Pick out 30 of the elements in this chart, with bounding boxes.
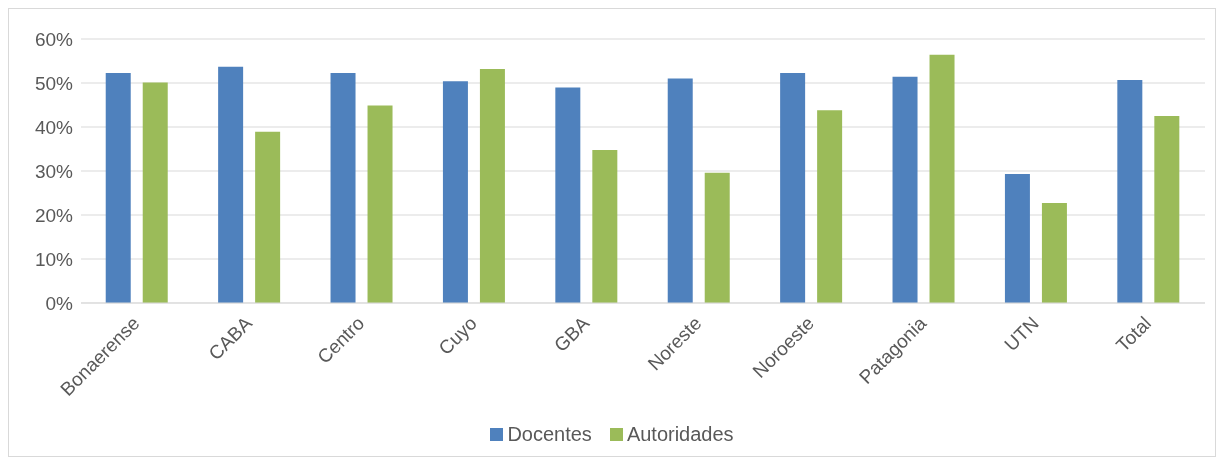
bar: [1041, 203, 1067, 303]
y-tick-label: 30%: [34, 160, 74, 182]
bar: [780, 72, 806, 303]
bar: [255, 131, 281, 303]
y-tick-label: 60%: [34, 28, 74, 50]
legend-label: Docentes: [506, 423, 592, 446]
bar: [442, 81, 468, 303]
bar: [330, 72, 356, 303]
bar: [1004, 174, 1030, 303]
bar: [704, 172, 730, 303]
x-tick-label: GBA: [549, 312, 594, 356]
bar: [817, 110, 843, 303]
bar: [1154, 116, 1180, 303]
bar: [555, 87, 581, 303]
y-tick-label: 20%: [34, 204, 74, 226]
y-tick-label: 40%: [34, 116, 74, 138]
bar: [367, 105, 393, 303]
bar: [479, 68, 505, 303]
bar: [105, 72, 131, 303]
bar: [218, 66, 244, 303]
bar: [142, 82, 168, 303]
legend-label: Autoridades: [625, 423, 734, 446]
bar: [667, 78, 693, 303]
bar: [929, 54, 955, 303]
y-tick-label: 10%: [34, 248, 74, 270]
bar: [592, 149, 618, 303]
bar: [1117, 79, 1143, 303]
y-tick-label: 0%: [45, 292, 74, 314]
bar: [892, 76, 918, 303]
y-tick-label: 50%: [34, 72, 74, 94]
